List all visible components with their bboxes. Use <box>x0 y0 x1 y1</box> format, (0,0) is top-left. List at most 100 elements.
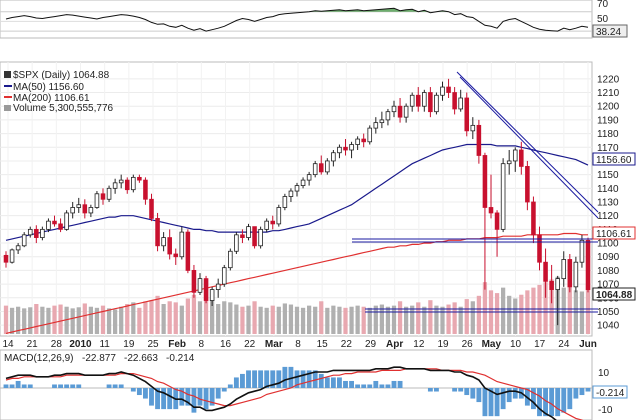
candle-body-64 <box>391 105 397 113</box>
volume-bar-58 <box>355 305 360 334</box>
candle-54 <box>331 150 336 167</box>
candle-layer <box>3 78 591 326</box>
candle-51 <box>312 160 318 178</box>
x-tick-22: 17 <box>534 339 546 350</box>
candle-body-12 <box>76 204 82 208</box>
volume-bar-10 <box>64 306 69 334</box>
candle-body-20 <box>124 179 130 191</box>
volume-bar-85 <box>519 294 524 334</box>
candle-2 <box>15 243 21 254</box>
macd-hist-bar-29 <box>179 388 185 406</box>
candle-body-79 <box>482 155 488 208</box>
x-tick-3: 2010 <box>69 339 92 350</box>
candle-body-77 <box>470 124 476 132</box>
volume-bar-0 <box>3 305 9 334</box>
candle-15 <box>94 191 100 209</box>
candle-body-73 <box>446 86 451 93</box>
x-tick-23: 24 <box>558 339 570 350</box>
y-tick-1180: 1180 <box>597 129 619 140</box>
macd-hist-bar-80 <box>488 388 494 417</box>
ma200-tag-box <box>592 226 636 240</box>
macd-hist-bar-26 <box>161 388 167 410</box>
x-tick-0: 14 <box>2 339 14 350</box>
volume-bar-18 <box>113 309 118 334</box>
candle-body-61 <box>373 122 379 129</box>
candle-42 <box>258 226 263 249</box>
x-tick-14: 22 <box>341 339 353 350</box>
macd-hist-bar-53 <box>324 377 330 388</box>
macd-tag: -0.214 <box>596 388 625 399</box>
volume-bar-7 <box>46 307 51 334</box>
macd-hist-bar-59 <box>361 384 367 388</box>
candle-7 <box>46 218 51 233</box>
candle-body-4 <box>27 228 33 236</box>
candle-body-75 <box>458 97 463 110</box>
candle-39 <box>240 229 245 244</box>
candle-52 <box>318 155 324 175</box>
macd-hist-bar-62 <box>379 384 385 388</box>
candle-9 <box>58 218 63 233</box>
volume-bar-25 <box>155 295 160 334</box>
macd-hist-bar-61 <box>373 380 379 388</box>
candle-4 <box>27 226 33 238</box>
candle-73 <box>446 78 451 98</box>
candle-body-69 <box>422 92 427 107</box>
x-tick-18: 19 <box>437 339 449 350</box>
candle-body-78 <box>476 124 482 156</box>
candle-74 <box>452 87 457 115</box>
volume-bar-69 <box>422 306 427 334</box>
macd-value-3: -0.214 <box>166 353 195 364</box>
candle-76 <box>464 92 470 137</box>
rsi-line <box>5 7 589 32</box>
candle-body-63 <box>385 111 391 121</box>
candle-6 <box>40 226 45 241</box>
ma200-line <box>5 232 588 334</box>
volume-bar-70 <box>428 300 433 334</box>
ma50-line <box>5 143 589 241</box>
volume-bar-92 <box>561 287 566 334</box>
macd-hist-bar-34 <box>209 388 215 406</box>
macd-hist-bar-9 <box>58 384 63 388</box>
price-tag-box <box>592 287 636 301</box>
macd-hist-bar-49 <box>300 370 306 388</box>
candle-body-53 <box>325 160 330 173</box>
candle-body-6 <box>40 228 45 238</box>
volume-bar-42 <box>258 306 263 334</box>
candle-23 <box>143 177 148 205</box>
macd-tick-10: 10 <box>598 368 610 379</box>
x-tick-19: 26 <box>462 339 474 350</box>
macd-hist-bar-71 <box>434 388 439 392</box>
candle-body-58 <box>355 138 360 145</box>
candle-body-45 <box>276 207 282 225</box>
volume-bar-38 <box>234 304 239 334</box>
y-tick-1040: 1040 <box>597 321 620 332</box>
volume-bar-8 <box>52 305 57 334</box>
volume-legend: Volume 5,300,555,776 <box>13 103 114 114</box>
candle-body-3 <box>21 234 27 247</box>
macd-hist-bar-51 <box>312 370 318 388</box>
candle-body-83 <box>506 160 512 165</box>
candle-60 <box>367 125 373 145</box>
macd-hist-bar-35 <box>215 388 221 399</box>
volume-bar-59 <box>361 306 366 334</box>
macd-hist-bar-54 <box>330 377 336 388</box>
candle-17 <box>106 185 112 202</box>
volume-bar-81 <box>494 293 500 334</box>
volume-bar-15 <box>94 307 100 334</box>
volume-bar-24 <box>149 300 154 334</box>
candle-28 <box>173 248 179 265</box>
candle-25 <box>155 212 160 252</box>
candle-body-68 <box>415 94 421 107</box>
candle-1 <box>9 248 15 264</box>
macd-hist-bar-63 <box>385 384 391 388</box>
volume-bar-66 <box>404 306 409 334</box>
macd-hist-bar-95 <box>579 388 585 396</box>
candle-body-17 <box>106 187 112 200</box>
macd-hist-bar-21 <box>130 388 136 392</box>
trendline-lower <box>459 76 599 219</box>
volume-bar-90 <box>549 279 554 334</box>
volume-bar-11 <box>70 308 75 334</box>
candle-body-42 <box>258 228 263 247</box>
volume-bar-31 <box>191 294 197 334</box>
